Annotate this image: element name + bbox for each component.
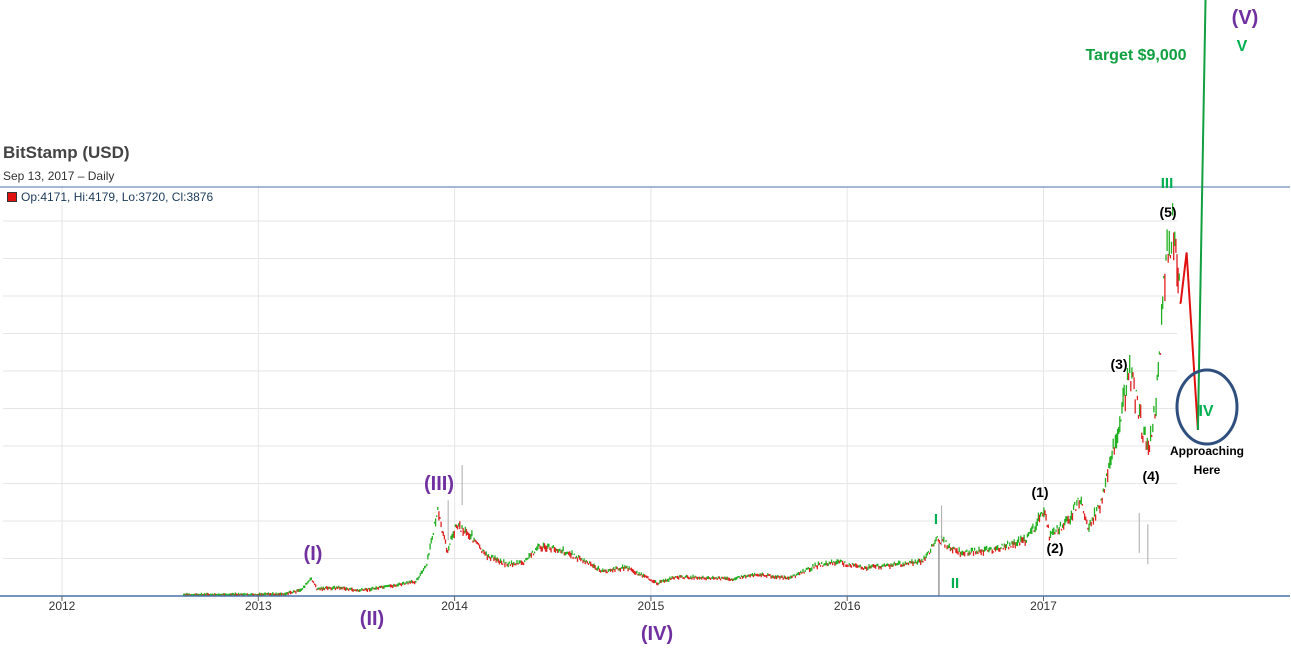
wave-label-primary-2: (II)	[360, 608, 384, 630]
x-tick-label: 2017	[1030, 599, 1057, 613]
down-candle-icon	[7, 191, 17, 202]
wave-iv-circle	[1175, 368, 1239, 446]
chart-subtitle: Sep 13, 2017 – Daily	[3, 169, 115, 183]
x-tick-label: 2014	[441, 599, 468, 613]
wave-projection	[1179, 0, 1207, 430]
wave-label-primary-3: (III)	[424, 473, 454, 495]
wave-label-minor-5: V	[1237, 38, 1248, 55]
projection-up	[1196, 0, 1207, 430]
wave-label-sub-2: (2)	[1046, 540, 1063, 556]
approaching-label-here: Here	[1194, 463, 1221, 477]
chart-title: BitStamp (USD)	[3, 143, 130, 162]
x-tick-label: 2015	[638, 599, 665, 613]
chart-grid	[3, 187, 1290, 596]
wave-label-primary-1: (I)	[304, 543, 323, 565]
wave-label-minor-1: I	[934, 511, 938, 528]
price-series	[183, 203, 1181, 596]
wave-label-sub-1: (1)	[1031, 484, 1048, 500]
x-tick-label: 2013	[245, 599, 272, 613]
chart-axes: 2012 2013 2014 2015 2016 2017	[0, 186, 1290, 613]
x-tick-label: 2012	[49, 599, 76, 613]
wave-label-sub-4: (4)	[1142, 468, 1159, 484]
wave-label-minor-4: IV	[1198, 403, 1213, 420]
plot-area	[3, 187, 1290, 596]
wave-labels: (I)(II)(III)(IV)(V)IIIIIIIVV(1)(2)(3)(4)…	[304, 7, 1259, 645]
projection-down	[1179, 252, 1199, 430]
wave-label-sub-3: (3)	[1110, 356, 1127, 372]
wave-label-primary-4: (IV)	[641, 623, 673, 645]
ohlc-readout: Op:4171, Hi:4179, Lo:3720, Cl:3876	[7, 189, 213, 204]
x-tick-label: 2016	[834, 599, 861, 613]
ohlc-values: Op:4171, Hi:4179, Lo:3720, Cl:3876	[21, 189, 214, 204]
wave-label-minor-3: III	[1161, 175, 1174, 192]
wave-label-primary-5: (V)	[1232, 7, 1259, 29]
approaching-label: Approaching	[1170, 444, 1244, 458]
wave-label-minor-2: II	[951, 575, 959, 592]
target-annotation: Target $9,000	[1085, 47, 1186, 64]
wave-label-sub-5: (5)	[1159, 204, 1176, 220]
